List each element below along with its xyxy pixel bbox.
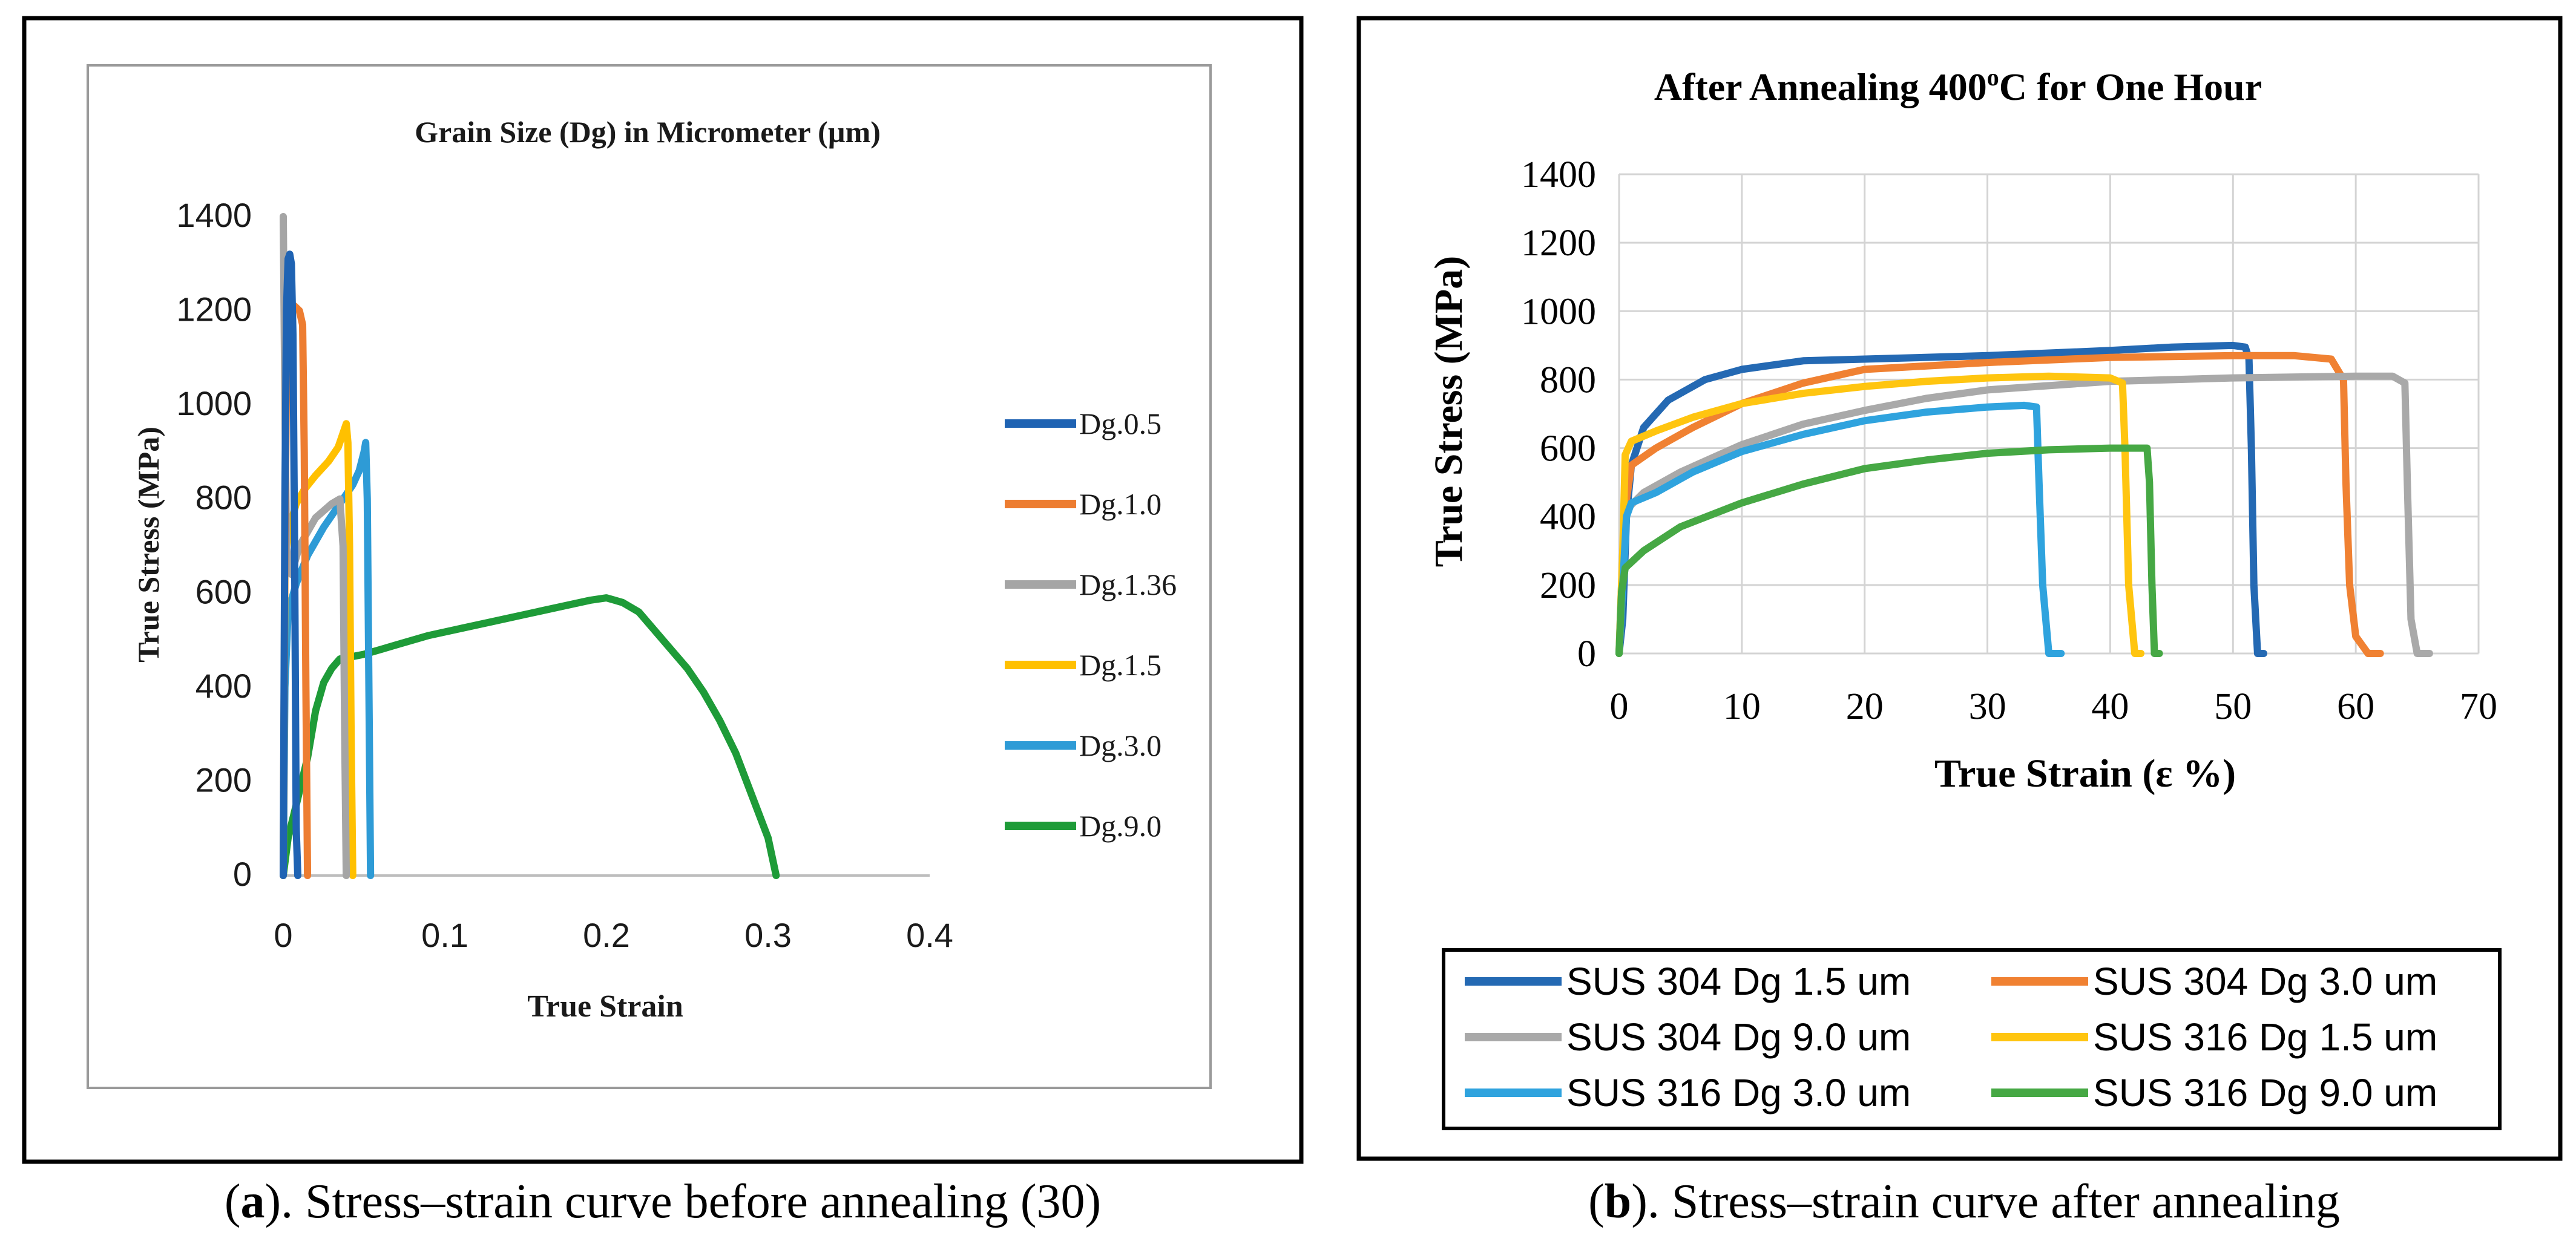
chart-a-legend-label: Dg.1.36 — [1079, 568, 1177, 601]
panel-a-inner-frame — [87, 64, 1212, 1089]
chart-b-series — [1615, 341, 2433, 657]
chart-b-legend-label: SUS 316 Dg 3.0 um — [1566, 1071, 1911, 1115]
chart-b-x-label: True Strain (ε %) — [1934, 751, 2236, 796]
chart-b-legend-label: SUS 304 Dg 9.0 um — [1566, 1015, 1911, 1059]
chart-b-legend-label: SUS 304 Dg 1.5 um — [1566, 960, 1911, 1003]
chart-b-y-tick-label: 600 — [1540, 428, 1596, 470]
chart-b-y-tick-label: 1400 — [1521, 154, 1596, 195]
chart-a-y-tick-label: 1400 — [176, 196, 252, 234]
panel-b: After Annealing 400oC for One Hour 02004… — [1356, 16, 2563, 1161]
chart-a-series-line-Dg.0.5 — [280, 250, 301, 879]
chart-b-series-line-SUS-304-Dg-9.0-um — [1615, 372, 2433, 657]
chart-a-legend-label: Dg.3.0 — [1079, 728, 1162, 762]
chart-a-x-label: True Strain — [527, 989, 683, 1024]
chart-b-series-line-SUS-316-Dg-3.0-um — [1615, 401, 2065, 657]
chart-a-series — [280, 213, 780, 879]
panel-a: Grain Size (Dg) in Micrometer (µm) 0 200 4… — [22, 16, 1304, 1164]
chart-b-legend-label: SUS 316 Dg 9.0 um — [2093, 1071, 2437, 1115]
chart-b-legend-label: SUS 304 Dg 3.0 um — [2093, 960, 2437, 1003]
chart-a-y-tick-label: 800 — [196, 479, 252, 517]
chart-a-x-tick-label: 0 — [274, 916, 292, 954]
chart-a-legend: Dg.0.5 Dg.1.0 Dg.1.36 Dg.1.5 Dg.3.0 Dg.9.0 — [1005, 407, 1177, 843]
chart-b-y-tick-label: 1000 — [1521, 291, 1596, 332]
chart-b-y-tick-label: 1200 — [1521, 223, 1596, 264]
chart-a-y-tick-label: 400 — [196, 667, 252, 705]
chart-a-title: Grain Size (Dg) in Micrometer (µm) — [415, 115, 881, 149]
chart-b-x-tick-label: 40 — [2091, 686, 2129, 727]
caption-a: (a). Stress–strain curve before annealin… — [225, 1175, 1101, 1228]
chart-a-y-tick-label: 1200 — [176, 290, 252, 329]
chart-b-y-label: True Stress (MPa) — [1427, 256, 1471, 567]
chart-b-axes: 0 200 400 600 800 1000 1200 1400 0 10 20 30 40 50 60 70 — [1521, 154, 2497, 727]
chart-b-series-line-SUS-316-Dg-1.5-um — [1615, 372, 2145, 657]
chart-b-x-tick-label: 30 — [1969, 686, 2006, 727]
chart-b-legend-label: SUS 316 Dg 1.5 um — [2093, 1015, 2437, 1059]
chart-b-y-tick-label: 200 — [1540, 565, 1596, 606]
chart-a-legend-label: Dg.0.5 — [1079, 407, 1162, 440]
chart-a-legend-label: Dg.1.5 — [1079, 648, 1162, 682]
chart-b-x-tick-label: 50 — [2214, 686, 2252, 727]
chart-a-x-tick-label: 0.2 — [583, 916, 630, 954]
chart-b-x-tick-label: 10 — [1723, 686, 1761, 727]
chart-a-legend-label: Dg.9.0 — [1079, 809, 1162, 843]
chart-b-legend: SUS 304 Dg 1.5 um SUS 304 Dg 3.0 um SUS 30… — [1465, 960, 2437, 1115]
chart-b-y-tick-label: 0 — [1577, 633, 1596, 675]
chart-b-series-line-SUS-304-Dg-1.5-um — [1615, 341, 2267, 657]
chart-a-y-tick-label: 0 — [233, 855, 252, 893]
chart-b-title: After Annealing 400oC for One Hour — [1654, 64, 2262, 108]
chart-b-x-tick-label: 20 — [1846, 686, 1884, 727]
chart-b-series-line-SUS-304-Dg-3.0-um — [1615, 352, 2384, 657]
chart-a-axes: 0 200 400 600 800 1000 1200 1400 0 0.1 0.2 0.3 0.4 — [176, 196, 953, 954]
chart-a-x-tick-label: 0.1 — [421, 916, 468, 954]
chart-b-y-tick-label: 800 — [1540, 359, 1596, 401]
chart-a-y-label: True Stress (MPa) — [131, 427, 165, 663]
chart-b-legend-box — [1442, 948, 2502, 1130]
chart-b-y-tick-label: 400 — [1540, 497, 1596, 538]
chart-b-series-line-SUS-316-Dg-9.0-um — [1615, 444, 2163, 657]
chart-b-x-tick-label: 0 — [1610, 686, 1629, 727]
chart-b-x-tick-label: 60 — [2337, 686, 2374, 727]
chart-b-x-tick-label: 70 — [2460, 686, 2497, 727]
chart-a-series-line-Dg.9.0 — [280, 594, 780, 879]
chart-a-x-tick-label: 0.3 — [744, 916, 792, 954]
chart-a-y-tick-label: 1000 — [176, 384, 252, 422]
chart-a-x-tick-label: 0.4 — [906, 916, 953, 954]
chart-a-legend-label: Dg.1.0 — [1079, 487, 1162, 521]
chart-a-y-tick-label: 600 — [196, 572, 252, 611]
caption-b: (b). Stress–strain curve after annealing — [1588, 1175, 2340, 1228]
chart-a-y-tick-label: 200 — [196, 761, 252, 799]
